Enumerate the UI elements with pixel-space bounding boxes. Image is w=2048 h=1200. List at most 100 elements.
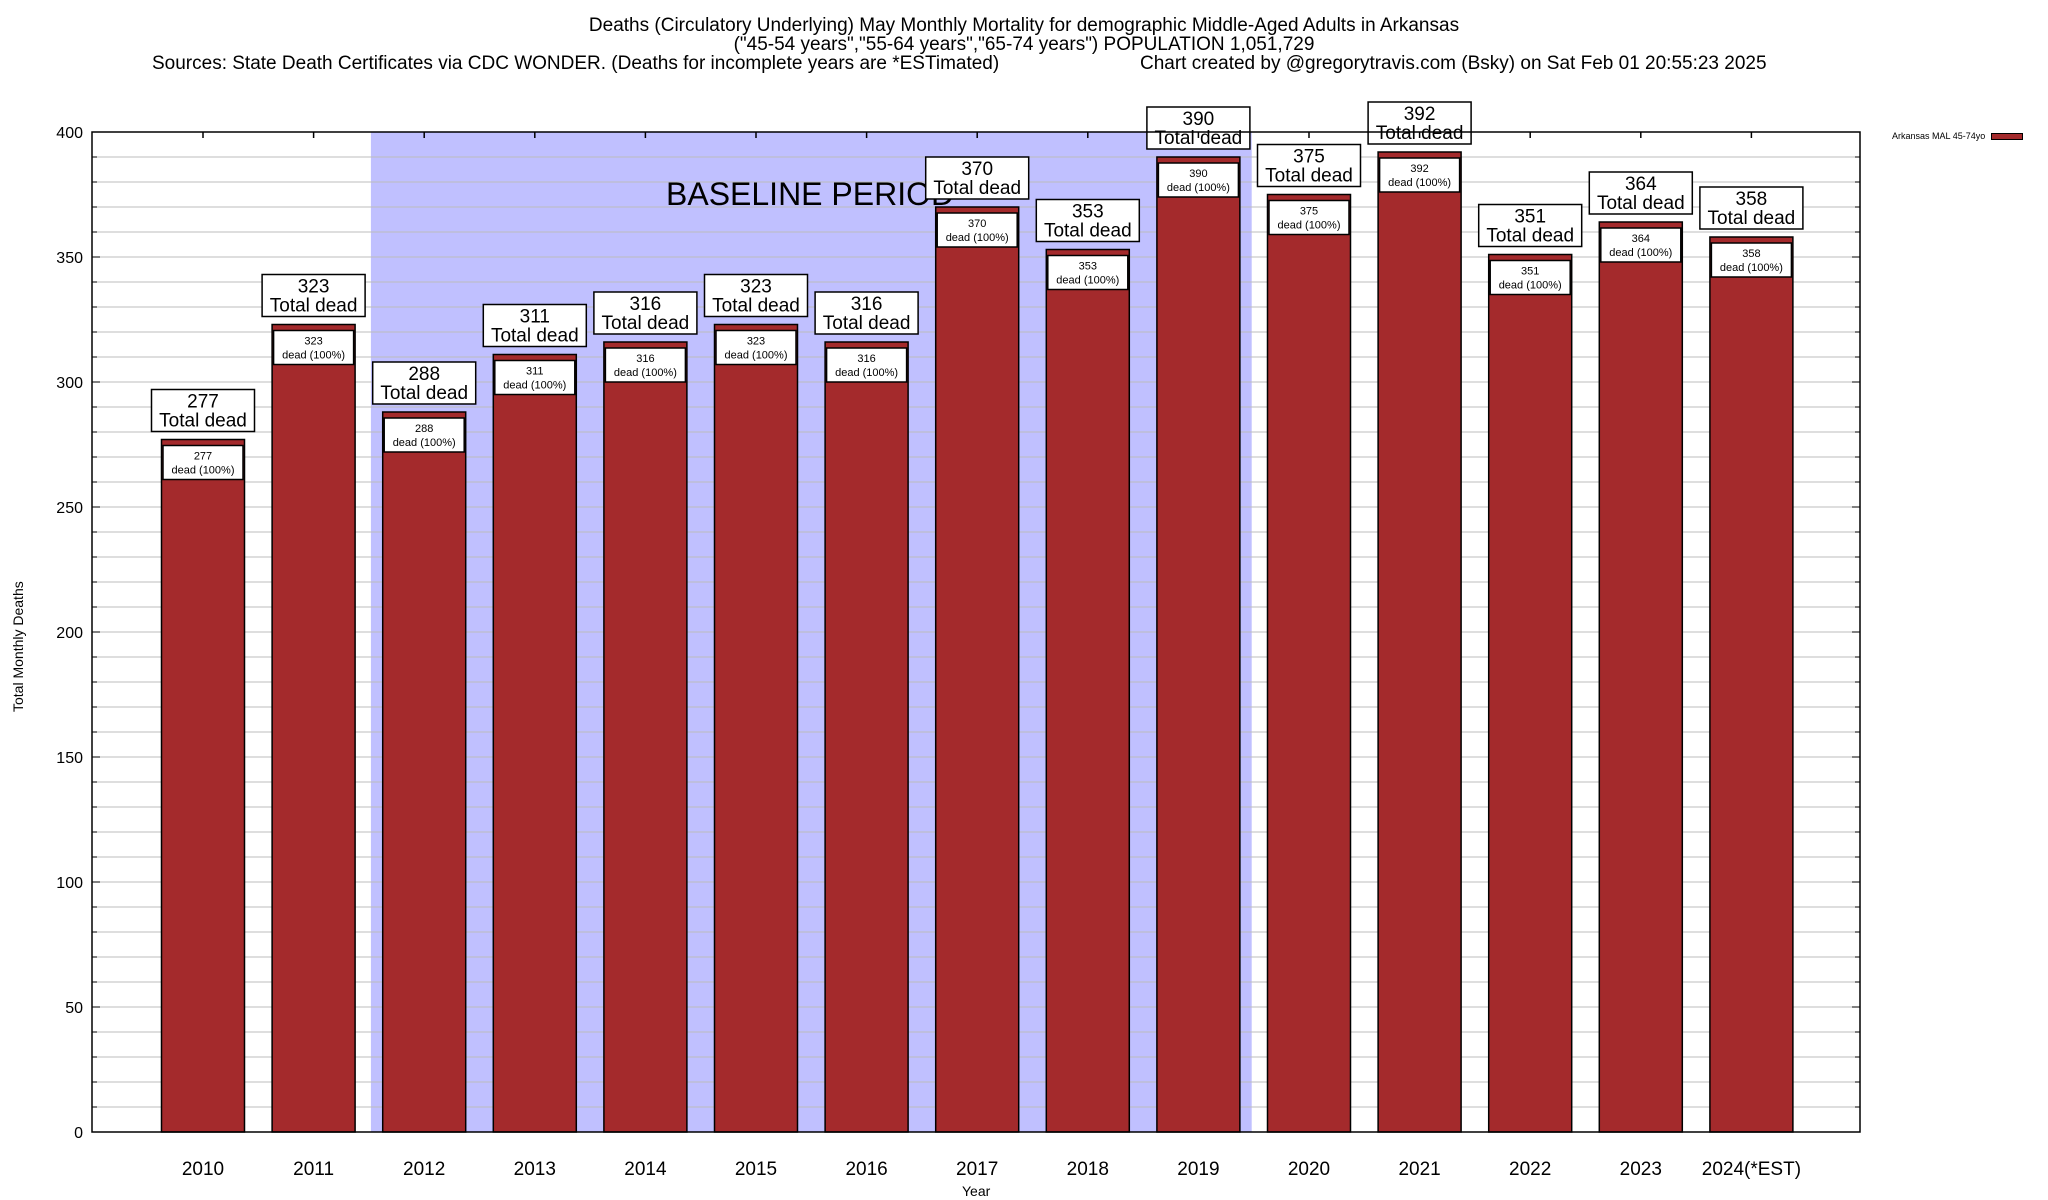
x-tick-label: 2013: [514, 1159, 556, 1180]
x-tick-label: 2017: [956, 1159, 998, 1180]
bar-inner-label-text: dead (100%): [835, 367, 898, 379]
y-tick-label: 250: [56, 500, 83, 517]
bar-inner-label-box: [825, 347, 908, 383]
legend: Arkansas MAL 45-74yo: [1892, 131, 2024, 141]
bar-inner-label-box: [715, 329, 797, 366]
bar-total-label-text: Total dead: [1486, 226, 1574, 247]
bar-total-label-text: Total dead: [491, 326, 579, 347]
x-tick-label: 2010: [182, 1159, 224, 1180]
y-tick-label: 350: [56, 250, 83, 267]
y-tick-label: 50: [65, 1000, 83, 1017]
bar-2012: [381, 411, 467, 1133]
bar-inner-label-box: [383, 417, 465, 453]
bar-2024(*EST): [1709, 236, 1794, 1133]
bar-total-label-value: 323: [740, 277, 772, 298]
bar-inner-label-value: 277: [194, 451, 212, 463]
bar-inner-label-text: dead (100%): [172, 465, 235, 477]
bar-total-label-text: Total dead: [823, 313, 911, 334]
bar-2018: [1045, 248, 1131, 1133]
x-axis-label: Year: [962, 1183, 991, 1199]
bar-2015: [713, 323, 799, 1133]
bar-inner-label-value: 358: [1742, 248, 1760, 260]
bar-inner-label-box: [494, 359, 576, 396]
chart-credit: Chart created by @gregorytravis.com (Bsk…: [1140, 53, 1767, 74]
baseline-period-label: BASELINE PERIOD: [666, 176, 954, 212]
bar-2022: [1487, 253, 1573, 1133]
bar-inner-label-text: dead (100%): [1167, 182, 1230, 194]
bar-inner-label-value: 316: [857, 353, 875, 365]
bar-total-label-box: [593, 291, 698, 335]
bar-total-label-box: [150, 388, 256, 433]
bar-total-label-value: 364: [1625, 174, 1657, 195]
bar-total-label-text: Total dead: [1155, 128, 1243, 149]
bar-inner-label-box: [604, 347, 687, 383]
bar-inner-label-text: dead (100%): [1609, 247, 1672, 259]
y-tick-label: 100: [56, 875, 83, 892]
bar-inner-label-value: 390: [1189, 168, 1207, 180]
bar-inner-label-text: dead (100%): [946, 232, 1009, 244]
bar-total-label-box: [924, 156, 1030, 200]
bar-inner-label-box: [1047, 254, 1129, 291]
bar-2014: [603, 341, 688, 1133]
bar-total-label-box: [1256, 143, 1362, 188]
bar-total-label-box: [1146, 106, 1251, 150]
bar-inner-label-value: 288: [415, 423, 433, 435]
bar-inner-label-text: dead (100%): [614, 367, 677, 379]
bar-total-label-text: Total dead: [1265, 166, 1353, 187]
bar-total-label-box: [261, 273, 366, 318]
x-tick-label: 2022: [1509, 1159, 1551, 1180]
bar-total-label-text: Total dead: [1597, 193, 1685, 214]
bar-2017: [934, 206, 1020, 1133]
bar-inner-label-value: 364: [1632, 233, 1650, 245]
x-tick-label: 2023: [1620, 1159, 1662, 1180]
bar-inner-label-value: 311: [526, 366, 544, 378]
legend-label: Arkansas MAL 45-74yo: [1892, 131, 1986, 141]
x-tick-label: 2014: [624, 1159, 667, 1180]
bar-total-label-value: 316: [630, 294, 662, 315]
bar-2020: [1266, 193, 1352, 1133]
y-axis-label: Total Monthly Deaths: [10, 581, 26, 712]
chart-sources: Sources: State Death Certificates via CD…: [152, 53, 1000, 74]
bar-inner-label-value: 353: [1079, 261, 1097, 273]
bar-inner-label-value: 316: [636, 353, 654, 365]
bar-total-label-value: 323: [298, 277, 330, 298]
bar-total-label-text: Total dead: [602, 313, 690, 334]
bar-inner-label-box: [1378, 157, 1461, 193]
bar-total-label-box: [1477, 203, 1583, 248]
bar-inner-label-box: [272, 329, 355, 366]
bar-inner-label-box: [1268, 199, 1350, 236]
bar-total-label-box: [1588, 171, 1694, 215]
bar-inner-label-box: [1710, 242, 1793, 278]
bar-total-label-text: Total dead: [380, 383, 468, 404]
bar-total-label-text: Total dead: [1044, 221, 1132, 242]
y-tick-label: 300: [56, 375, 83, 392]
bar-total-label-value: 311: [520, 307, 550, 328]
bar-total-label-box: [371, 361, 477, 405]
bar-inner-label-text: dead (100%): [1388, 177, 1451, 189]
bar-total-label-box: [814, 291, 919, 335]
x-tick-label: 2019: [1177, 1159, 1219, 1180]
x-tick-label: 2020: [1288, 1159, 1330, 1180]
bar-2016: [824, 341, 909, 1133]
bar-total-label-text: Total dead: [1708, 208, 1796, 229]
x-tick-label: 2021: [1398, 1159, 1440, 1180]
y-tick-label: 200: [56, 625, 83, 642]
bar-inner-label-text: dead (100%): [1499, 280, 1562, 292]
bar-inner-label-box: [1600, 227, 1682, 263]
x-tick-label: 2024(*EST): [1702, 1159, 1801, 1180]
bar-inner-label-value: 323: [304, 336, 322, 348]
bar-inner-label-value: 323: [747, 336, 765, 348]
y-tick-label: 150: [56, 750, 83, 767]
x-tick-label: 2018: [1067, 1159, 1109, 1180]
x-tick-label: 2015: [735, 1159, 777, 1180]
bar-inner-label-text: dead (100%): [1720, 262, 1783, 274]
bar-total-label-value: 392: [1404, 104, 1436, 125]
bar-2023: [1598, 221, 1684, 1133]
bar-inner-label-value: 370: [968, 218, 986, 230]
bar-total-label-value: 390: [1183, 109, 1215, 130]
bar-total-label-value: 288: [408, 364, 440, 385]
bar-2021: [1377, 151, 1462, 1133]
x-tick-label: 2011: [293, 1159, 334, 1180]
bar-2011: [271, 323, 356, 1133]
y-tick-label: 400: [56, 125, 83, 142]
